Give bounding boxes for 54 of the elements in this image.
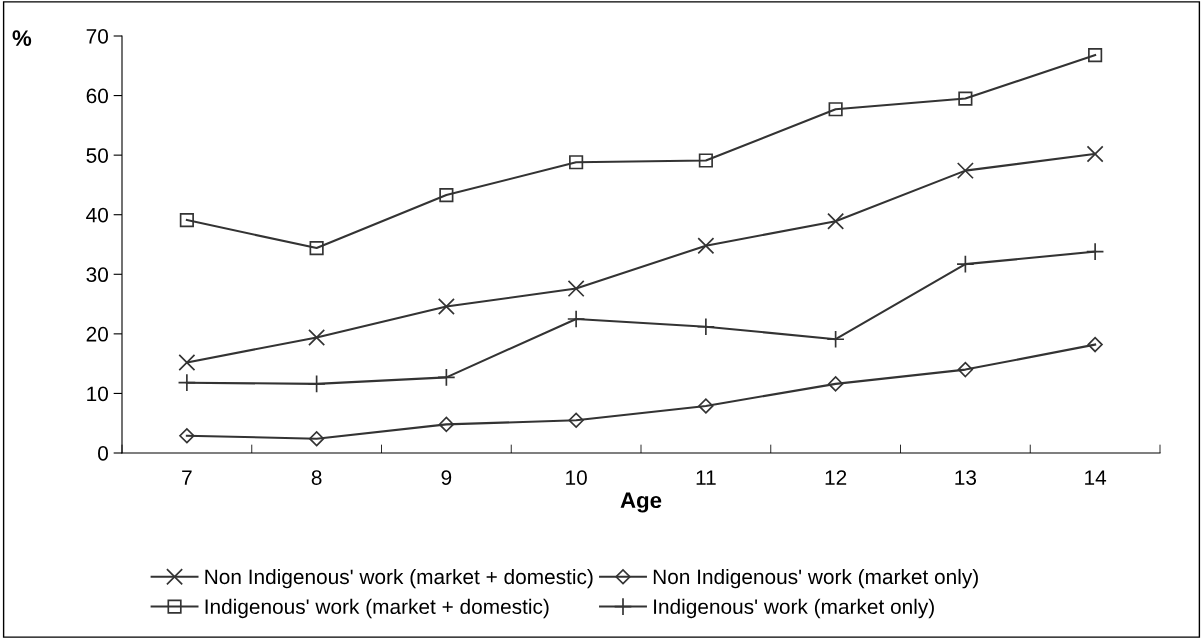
x-tick-label: 12 [825,470,847,485]
legend-label: Non Indigenous' work (market only) [653,568,978,589]
point [439,187,454,203]
x-tick-label: 11 [696,470,716,485]
x-tick-label: 13 [955,470,977,485]
y-tick-label: 20 [86,326,108,342]
x-tick-label: 9 [441,470,452,485]
point [827,376,844,392]
point [177,373,197,392]
legend-label: Indigenous' work (market only) [654,598,934,619]
point [309,240,324,256]
y-tick-label: 40 [86,207,108,223]
point [566,309,586,329]
y-tick-label: 50 [86,148,108,163]
point [308,430,325,447]
point [826,330,845,349]
point [178,353,196,371]
legend-label: Non Indigenous' work (market + domestic) [205,568,593,589]
point [956,254,975,274]
point [179,212,194,228]
y-tick-label: 60 [86,88,108,104]
point [437,297,455,315]
y-tick-label: 0 [98,446,108,461]
point [1085,242,1105,261]
point [568,412,584,428]
y-axis-title: % [12,30,32,46]
x-axis-title: Age [620,492,662,513]
point [308,328,326,346]
y-tick-label: 30 [86,267,108,283]
x-tick-label: 10 [566,470,587,485]
point [567,280,585,298]
point [827,212,845,230]
y-tick-label: 70 [86,29,108,44]
point [956,162,974,180]
point [957,361,974,378]
point [696,317,716,336]
point [697,237,715,255]
y-tick-label: 10 [87,386,108,402]
point [307,374,326,394]
legend-label: Indigenous' work (market + domestic) [205,598,549,619]
point [698,398,714,414]
point [569,155,584,170]
point [828,102,843,117]
point [438,416,455,433]
point [698,153,713,168]
x-tick-label: 8 [311,470,322,485]
point [179,428,195,444]
point [958,91,973,106]
x-tick-label: 14 [1085,470,1107,485]
x-tick-label: 7 [182,470,192,485]
point [1087,336,1103,353]
point [437,368,456,387]
point [1088,47,1103,63]
point [1086,145,1104,163]
